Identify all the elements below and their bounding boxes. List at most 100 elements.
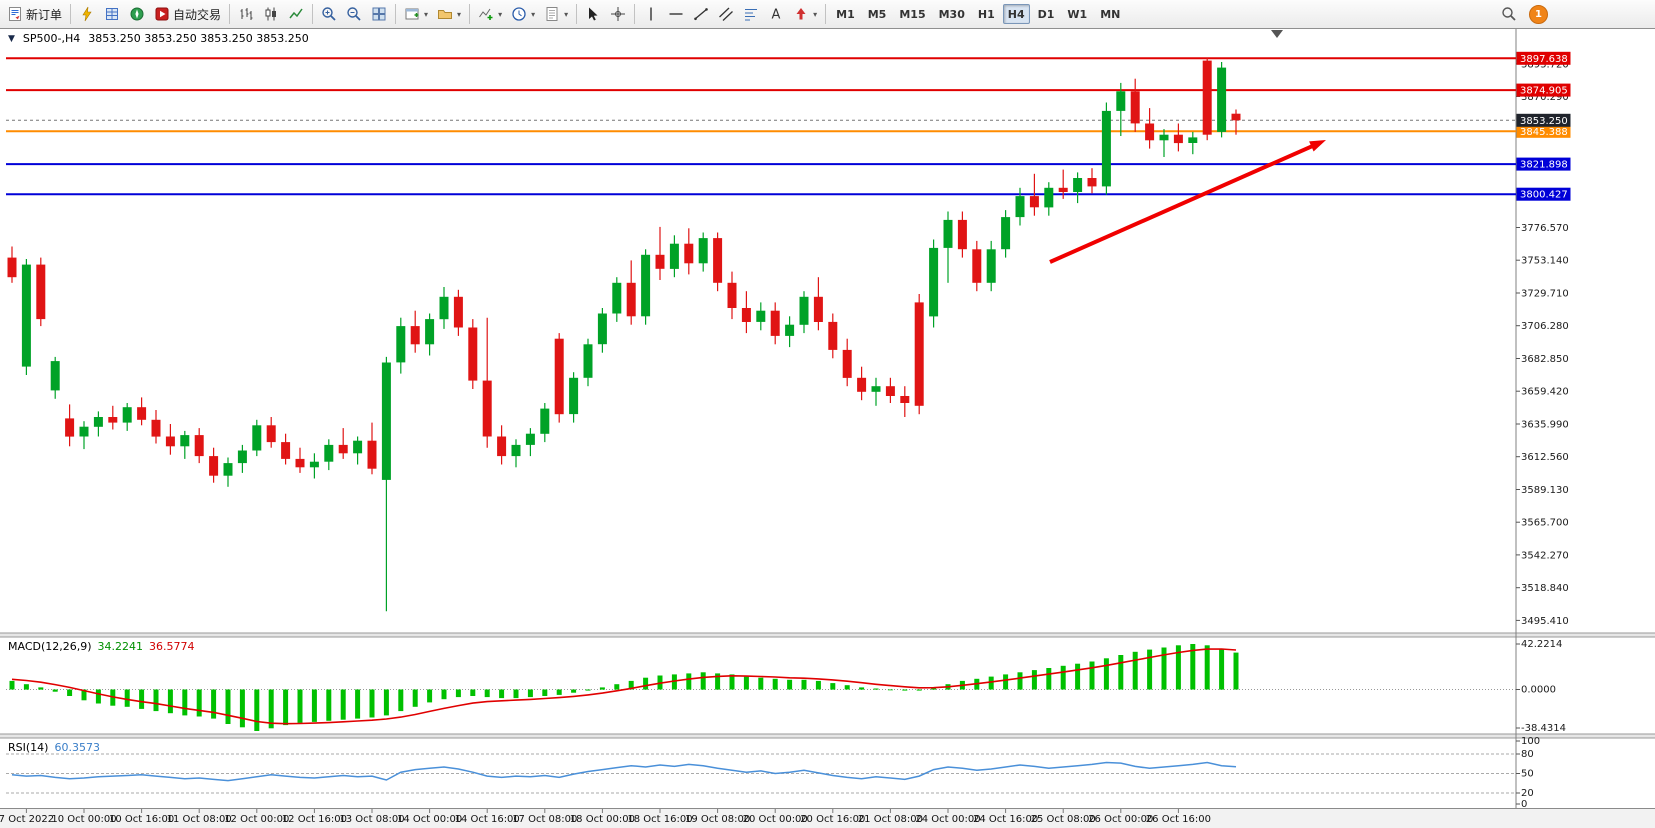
arrows-button[interactable]: ▾ (789, 3, 821, 25)
periods-button[interactable]: ▾ (507, 3, 539, 25)
macd-name: MACD(12,26,9) (8, 640, 92, 653)
macd-histogram-bar (614, 684, 620, 690)
separator (70, 4, 72, 24)
svg-text:3776.570: 3776.570 (1521, 223, 1569, 234)
macd-histogram-bar (643, 677, 649, 690)
timeframe-m1-button[interactable]: M1 (831, 4, 860, 24)
macd-histogram-bar (1003, 674, 1009, 690)
notification-badge[interactable]: 1 (1529, 4, 1548, 24)
rsi-value: 60.3573 (54, 741, 100, 754)
svg-text:25 Oct 08:00: 25 Oct 08:00 (1031, 814, 1096, 825)
svg-text:19 Oct 08:00: 19 Oct 08:00 (685, 814, 750, 825)
svg-text:3495.410: 3495.410 (1521, 616, 1569, 627)
zoom-in-button[interactable] (317, 3, 341, 25)
timeframe-m5-button[interactable]: M5 (863, 4, 892, 24)
autotrading-button[interactable]: 自动交易 (150, 3, 225, 25)
line-chart-icon (289, 8, 303, 19)
channel-icon (719, 7, 734, 21)
svg-text:20 Oct 16:00: 20 Oct 16:00 (800, 814, 865, 825)
macd-histogram-bar (671, 674, 677, 690)
channel-button[interactable] (714, 3, 738, 25)
macd-histogram-bar (988, 676, 994, 690)
svg-text:3706.280: 3706.280 (1521, 321, 1569, 332)
macd-histogram-bar (239, 689, 245, 728)
macd-histogram-bar (182, 689, 188, 716)
cursor-button[interactable] (581, 3, 605, 25)
text-button[interactable]: A (764, 3, 788, 25)
indicators-button[interactable]: ▾ (474, 3, 506, 25)
svg-text:26 Oct 16:00: 26 Oct 16:00 (1146, 814, 1211, 825)
chart-symbol-period: SP500-,H4 (22, 32, 81, 45)
search-button[interactable] (1497, 3, 1521, 25)
trend-arrow[interactable] (1049, 140, 1326, 264)
timeframe-m15-button[interactable]: M15 (894, 4, 930, 24)
macd-histogram-bar (455, 689, 461, 698)
macd-histogram-bar (398, 689, 404, 712)
timeframe-w1-button[interactable]: W1 (1062, 4, 1092, 24)
macd-histogram-bar (1147, 649, 1153, 690)
macd-histogram-bar (1233, 652, 1239, 690)
templates-button[interactable]: ▾ (540, 3, 572, 25)
navigator-button[interactable] (125, 3, 149, 25)
svg-text:18 Oct 00:00: 18 Oct 00:00 (570, 814, 635, 825)
timeframe-h1-button[interactable]: H1 (973, 4, 1000, 24)
macd-histogram-bar (499, 689, 505, 699)
macd-main-value: 34.2241 (97, 640, 144, 653)
price-badge (1516, 157, 1571, 171)
timeframe-h4-button[interactable]: H4 (1002, 4, 1030, 24)
fibonacci-button[interactable] (739, 3, 763, 25)
candlestick-chart-button[interactable] (259, 3, 283, 25)
chart-shift-marker-icon[interactable] (1271, 30, 1283, 38)
svg-text:3897.638: 3897.638 (1520, 54, 1568, 65)
one-click-trading-icon[interactable]: ▼ (8, 33, 15, 44)
svg-text:3518.840: 3518.840 (1521, 583, 1569, 594)
svg-text:17 Oct 08:00: 17 Oct 08:00 (512, 814, 577, 825)
profiles-button[interactable]: ▾ (433, 3, 465, 25)
macd-histogram-bar (369, 689, 375, 718)
data-window-icon (106, 8, 119, 20)
svg-text:24 Oct 16:00: 24 Oct 16:00 (973, 814, 1038, 825)
macd-histogram-bar (297, 689, 303, 723)
folder-icon (438, 10, 453, 19)
svg-text:100: 100 (1521, 736, 1540, 747)
macd-histogram-bar (1046, 668, 1052, 690)
rsi-name: RSI(14) (8, 741, 49, 754)
horizontal-line-button[interactable] (664, 3, 688, 25)
macd-histogram-bar (1031, 670, 1037, 690)
panel-splitter (0, 734, 1655, 738)
bar-chart-button[interactable] (234, 3, 258, 25)
timeframe-mn-button[interactable]: MN (1095, 4, 1125, 24)
macd-histogram-bar (412, 689, 418, 707)
macd-histogram-bar (743, 676, 749, 690)
zoom-in-icon (322, 7, 336, 21)
line-chart-button[interactable] (284, 3, 308, 25)
timeframe-d1-button[interactable]: D1 (1033, 4, 1060, 24)
dropdown-caret-icon: ▾ (498, 9, 503, 19)
svg-text:10 Oct 16:00: 10 Oct 16:00 (109, 814, 174, 825)
vertical-line-button[interactable] (639, 3, 663, 25)
dropdown-caret-icon: ▾ (457, 9, 462, 19)
crosshair-button[interactable] (606, 3, 630, 25)
timeframe-m30-button[interactable]: M30 (934, 4, 970, 24)
zoom-out-button[interactable] (342, 3, 366, 25)
candlesticks (7, 57, 1241, 612)
separator (576, 4, 578, 24)
svg-text:3853.250: 3853.250 (1520, 116, 1568, 127)
market-watch-button[interactable] (75, 3, 99, 25)
separator (395, 4, 397, 24)
svg-text:3729.710: 3729.710 (1521, 289, 1569, 300)
macd-histogram-bar (355, 689, 361, 719)
macd-histogram-bar (484, 689, 490, 698)
data-window-button[interactable] (100, 3, 124, 25)
tile-windows-button[interactable] (367, 3, 391, 25)
macd-signal-line (11, 648, 1237, 725)
macd-histogram-bar (23, 684, 29, 690)
new-order-button[interactable]: 新订单 (3, 3, 66, 25)
macd-histogram-bar (1204, 645, 1210, 690)
trendline-button[interactable] (689, 3, 713, 25)
support-resistance-lines[interactable] (6, 57, 1516, 196)
new-chart-button[interactable]: ▾ (400, 3, 432, 25)
arrow-up-icon (796, 8, 806, 20)
